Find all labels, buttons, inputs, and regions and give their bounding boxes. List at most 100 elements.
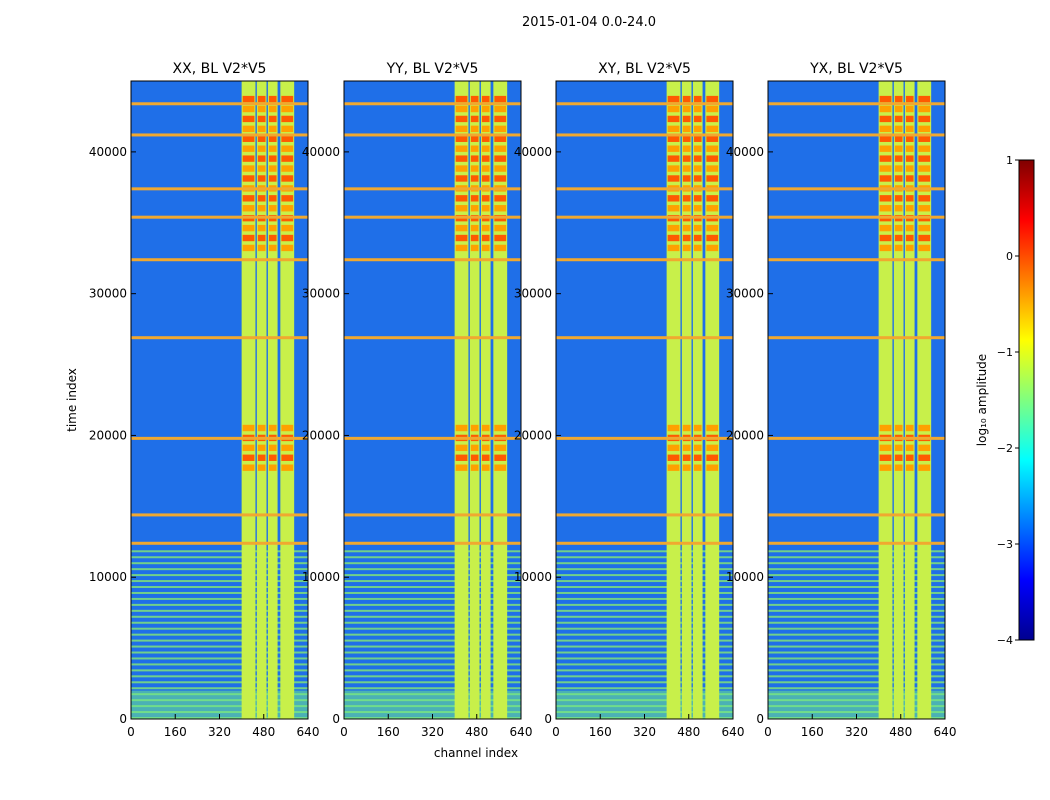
x-tick-label: 640 (510, 725, 533, 739)
strong-cell (894, 115, 903, 123)
band-line (768, 550, 945, 553)
strong-cell (894, 155, 903, 162)
strong-cell (693, 125, 702, 133)
strong-cell (481, 165, 490, 172)
band-line (344, 603, 521, 606)
flagged-rows (768, 102, 945, 545)
strong-cell (905, 454, 914, 461)
strong-cell (470, 145, 479, 152)
strong-cell (894, 195, 903, 202)
colorbar-gradient (1018, 159, 1035, 641)
strong-cell (455, 155, 468, 162)
strong-cell (494, 244, 507, 252)
y-tick-label: 10000 (89, 570, 127, 584)
strong-cell (470, 155, 479, 162)
strong-cell (879, 155, 892, 162)
flagged-row (131, 102, 308, 106)
strong-cell (706, 175, 719, 182)
strong-cell (281, 95, 294, 103)
strong-cell (682, 95, 691, 103)
strong-cell (894, 444, 903, 452)
strong-cell (481, 444, 490, 452)
band-line (344, 663, 521, 666)
strong-cell (706, 444, 719, 452)
strong-cell (905, 145, 914, 152)
strong-cell (918, 454, 931, 461)
panel-title: YY, BL V2*V5 (386, 61, 479, 77)
strong-cell (455, 224, 468, 232)
strong-cell (455, 454, 468, 461)
y-tick-label: 0 (756, 712, 764, 726)
strong-cell (667, 205, 680, 212)
strong-cell (706, 205, 719, 212)
band-line (768, 609, 945, 612)
x-tick-label: 0 (340, 725, 348, 739)
strong-cell (470, 205, 479, 212)
band-line (344, 639, 521, 642)
strong-cell (470, 135, 479, 142)
strong-cell (268, 145, 277, 152)
strong-cell (918, 234, 931, 242)
x-tick-label: 640 (722, 725, 745, 739)
strong-cell (693, 205, 702, 212)
strong-cell (894, 205, 903, 212)
flagged-row (556, 541, 733, 545)
band-line (556, 562, 733, 565)
figure-suptitle: 2015-01-04 0.0-24.0 (522, 15, 656, 30)
strong-cell (268, 424, 277, 432)
band-line (768, 562, 945, 565)
strong-cell (879, 165, 892, 172)
strong-cell (481, 115, 490, 123)
colorbar-tick-label: 0 (1006, 250, 1013, 263)
strong-cell (455, 135, 468, 142)
flagged-row (768, 102, 945, 106)
flagged-row (768, 215, 945, 219)
strong-cell (494, 424, 507, 432)
strong-cell (693, 424, 702, 432)
colorbar-tick-label: −3 (997, 538, 1013, 551)
strong-cell (481, 95, 490, 103)
band-line (344, 651, 521, 654)
strong-cell (257, 224, 266, 232)
panel-yx: YX, BL V2*V5 0 160 320 480 640 0 10000 20000 3000… (726, 61, 957, 739)
colorbar-tick-label: 1 (1006, 154, 1013, 167)
x-tick-label: 640 (297, 725, 320, 739)
strong-cell (470, 224, 479, 232)
strong-cell (894, 125, 903, 133)
band-line (131, 615, 308, 618)
y-tick-label: 30000 (514, 287, 552, 301)
band-line (768, 663, 945, 666)
band-line (131, 681, 308, 684)
y-tick-label: 10000 (514, 570, 552, 584)
x-tick-label: 320 (633, 725, 656, 739)
band-line (344, 669, 521, 672)
strong-cell (667, 105, 680, 113)
strong-cell (281, 224, 294, 232)
band-line (768, 603, 945, 606)
strong-cell (481, 135, 490, 142)
strong-cell (481, 454, 490, 461)
strong-cell (268, 244, 277, 252)
channel-column (681, 81, 692, 719)
y-tick-label: 10000 (302, 570, 340, 584)
low-time-band (344, 550, 521, 720)
band-line (556, 651, 733, 654)
strong-cell (918, 424, 931, 432)
strong-cell (242, 135, 255, 142)
band-line (768, 657, 945, 660)
strong-cell (257, 424, 266, 432)
strong-cell (455, 234, 468, 242)
strong-cell (242, 234, 255, 242)
band-line (344, 609, 521, 612)
band-line (344, 574, 521, 577)
strong-cell (667, 175, 680, 182)
strong-cell (257, 464, 266, 471)
strong-regions (242, 95, 294, 471)
band-line (344, 591, 521, 594)
strong-cell (706, 424, 719, 432)
strong-cell (470, 424, 479, 432)
strong-cell (879, 175, 892, 182)
x-tick-label: 160 (589, 725, 612, 739)
strong-cell (894, 244, 903, 252)
strong-cell (268, 454, 277, 461)
